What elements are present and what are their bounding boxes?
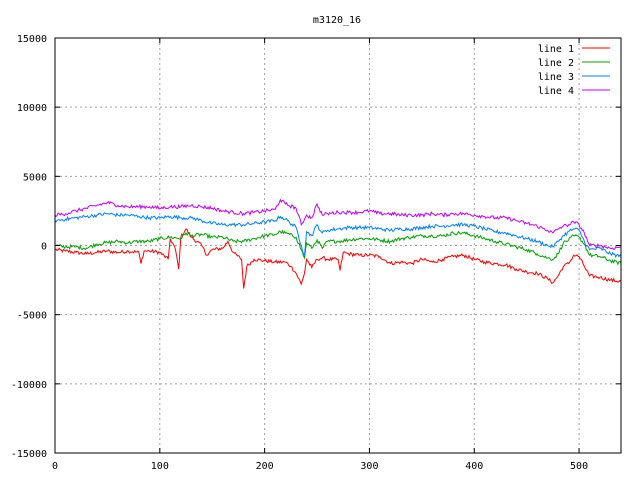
y-tick-label: 0 <box>41 242 47 253</box>
legend-label: line 4 <box>538 86 574 97</box>
grid <box>55 38 621 453</box>
legend-label: line 3 <box>538 72 574 83</box>
legend-label: line 2 <box>538 58 574 69</box>
y-tick-label: 10000 <box>17 103 47 114</box>
series-line-4 <box>54 198 622 250</box>
series-lines <box>54 198 622 289</box>
legend-label: line 1 <box>538 44 574 55</box>
y-tick-label: -5000 <box>17 311 47 322</box>
y-tick-label: 15000 <box>17 34 47 45</box>
series-line-1 <box>54 228 622 289</box>
x-tick-label: 200 <box>256 461 274 472</box>
y-tick-label: -15000 <box>11 449 47 460</box>
series-line-2 <box>54 229 622 266</box>
x-tick-label: 300 <box>360 461 378 472</box>
x-tick-label: 100 <box>151 461 169 472</box>
x-tick-label: 0 <box>52 461 58 472</box>
y-tick-label: -10000 <box>11 380 47 391</box>
x-tick-label: 400 <box>465 461 483 472</box>
series-line-3 <box>54 212 622 259</box>
y-tick-label: 5000 <box>23 172 47 183</box>
x-tick-label: 500 <box>570 461 588 472</box>
chart-title: m3120_16 <box>313 15 361 26</box>
legend: line 1 line 2 line 3 line 4 <box>538 44 610 97</box>
axis-ticks: 0 100 200 300 400 500 -15000 -10000 -5000 0 5000 10… <box>11 34 621 472</box>
